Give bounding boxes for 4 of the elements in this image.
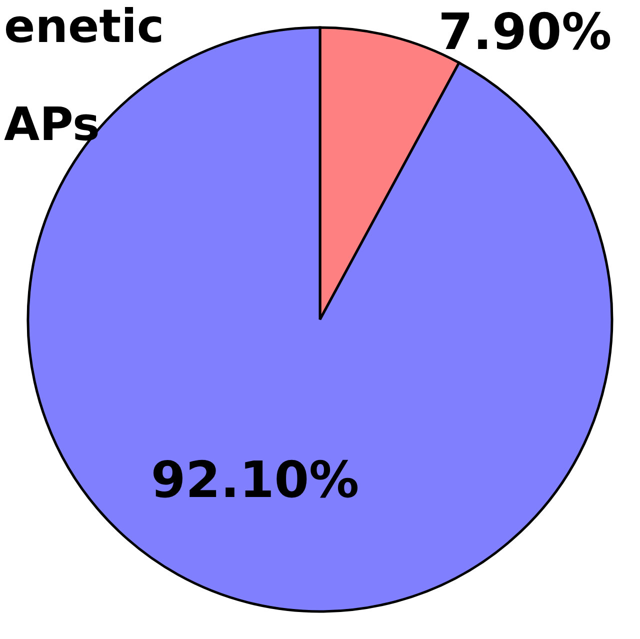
text: APs (4, 97, 100, 151)
data-label: 7.90% (438, 3, 612, 61)
data-label: 92.10% (150, 451, 360, 509)
text: enetic (4, 0, 164, 53)
